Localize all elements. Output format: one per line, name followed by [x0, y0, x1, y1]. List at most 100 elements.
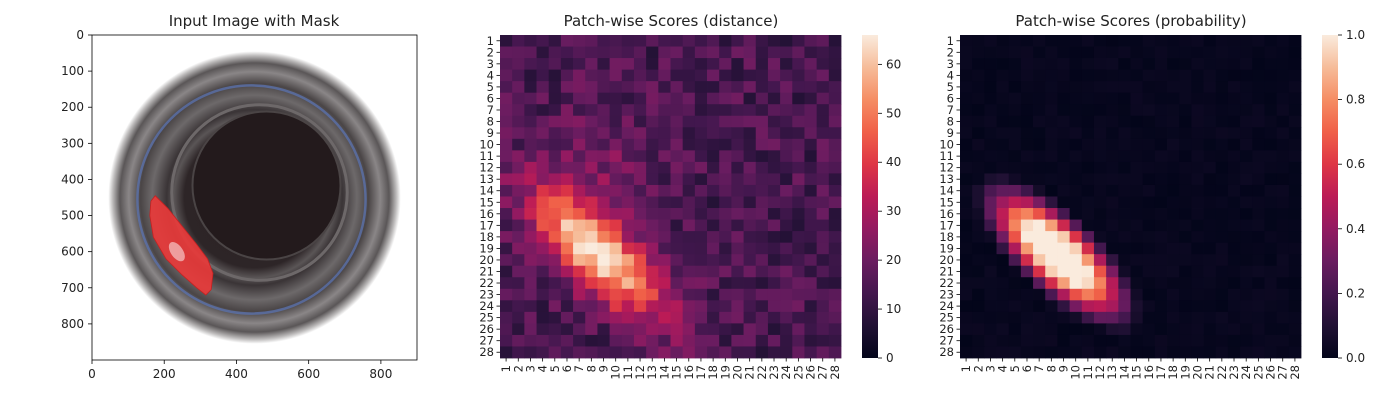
heatmap-cell: [1142, 138, 1156, 151]
heatmap-cell: [1045, 173, 1058, 186]
heatmap-cell: [1057, 104, 1071, 117]
heatmap-cell: [621, 115, 635, 128]
heatmap-cell: [597, 46, 611, 59]
heatmap-cell: [780, 208, 793, 220]
heatmap-cell: [1045, 127, 1058, 140]
heatmap-cell: [560, 69, 574, 82]
heatmap-cell: [719, 254, 732, 267]
defect-mask: [149, 195, 214, 296]
heatmap-cell: [1154, 173, 1168, 186]
heatmap-cell: [1118, 58, 1131, 71]
heatmap-cell: [1154, 288, 1168, 301]
heatmap-cell: [1191, 81, 1204, 94]
heatmap-cell: [1093, 58, 1107, 71]
heatmap-cell: [682, 219, 696, 232]
heatmap-cell: [646, 323, 659, 336]
heatmap-cell: [609, 231, 623, 244]
heatmap-cell: [585, 58, 598, 71]
heatmap-cell: [1227, 277, 1241, 290]
heatmap-cell: [1215, 334, 1229, 347]
heatmap-cell: [1154, 208, 1168, 220]
heatmap-cell: [1118, 208, 1131, 220]
y-tick-label: 25: [479, 311, 494, 325]
heatmap-cell: [816, 288, 830, 301]
heatmap-cell: [984, 208, 997, 220]
heatmap-cell: [1045, 81, 1058, 94]
heatmap-cell: [694, 69, 708, 82]
heatmap-cell: [1288, 161, 1302, 174]
heatmap-cell: [719, 288, 732, 301]
heatmap-cell: [536, 242, 550, 255]
heatmap-cell: [816, 208, 830, 220]
heatmap-cell: [804, 46, 818, 59]
heatmap-cell: [1093, 104, 1107, 117]
heatmap-cell: [1093, 219, 1107, 232]
heatmap-cell: [548, 196, 562, 209]
heatmap-cell: [670, 254, 684, 267]
heatmap-cell: [633, 346, 647, 359]
heatmap-cell: [1057, 288, 1071, 301]
heatmap-cell: [585, 104, 598, 117]
heatmap-cell: [1020, 346, 1034, 359]
heatmap-cell: [804, 208, 818, 220]
heatmap-cell: [1179, 150, 1192, 163]
heatmap-cell: [1179, 196, 1192, 209]
heatmap-cell: [1069, 242, 1083, 255]
heatmap-cell: [984, 288, 997, 301]
heatmap-cell: [1191, 115, 1204, 128]
heatmap-cell: [816, 92, 830, 105]
heatmap-cell: [1203, 35, 1217, 47]
heatmap-cell: [972, 231, 985, 244]
heatmap-cell: [646, 219, 659, 232]
heatmap-cell: [560, 231, 574, 244]
heatmap-cell: [1276, 173, 1290, 186]
heatmap-cell: [828, 35, 842, 47]
heatmap-cell: [1191, 300, 1204, 313]
heatmap-cell: [707, 35, 720, 47]
heatmap-cell: [1203, 277, 1217, 290]
heatmap-cell: [633, 69, 647, 82]
heatmap-cell: [804, 58, 818, 71]
heatmap-cell: [1118, 173, 1131, 186]
heatmap-cell: [1276, 161, 1290, 174]
heatmap-cell: [1179, 288, 1192, 301]
heatmap-cell: [1167, 288, 1180, 301]
y-tick-label: 6: [487, 91, 494, 105]
heatmap-cell: [1045, 346, 1058, 359]
heatmap-cell: [1142, 334, 1156, 347]
heatmap-cell: [597, 92, 611, 105]
heatmap-cell: [984, 323, 997, 336]
x-tick-label: 0: [88, 367, 96, 381]
heatmap-cell: [694, 115, 708, 128]
heatmap-cell: [682, 81, 696, 94]
heatmap-cell: [780, 242, 793, 255]
heatmap-cell: [1191, 196, 1204, 209]
heatmap-cell: [707, 161, 720, 174]
heatmap-cell: [1081, 288, 1095, 301]
heatmap-cell: [1020, 242, 1034, 255]
heatmap-cell: [1179, 69, 1192, 82]
heatmap-cell: [731, 104, 744, 117]
heatmap-cell: [1033, 311, 1046, 324]
heatmap-cell: [512, 92, 525, 105]
jar-opening: [191, 110, 342, 261]
heatmap-cell: [500, 58, 513, 71]
heatmap-cell: [585, 323, 598, 336]
heatmap-cell: [621, 208, 635, 220]
heatmap-cell: [585, 277, 598, 290]
heatmap-cell: [1203, 288, 1217, 301]
heatmap-cell: [1106, 104, 1119, 117]
heatmap-cell: [1191, 265, 1204, 278]
heatmap-cell: [1057, 138, 1071, 151]
heatmap-cell: [731, 231, 744, 244]
colorbar-tick-label: 0.6: [1346, 157, 1365, 171]
heatmap-cell: [1020, 300, 1034, 313]
heatmap-cell: [972, 323, 985, 336]
heatmap-cell: [1118, 288, 1131, 301]
heatmap-cell: [1069, 81, 1083, 94]
heatmap-cell: [1227, 161, 1241, 174]
heatmap-cell: [500, 300, 513, 313]
heatmap-cell: [597, 300, 611, 313]
heatmap-cell: [548, 231, 562, 244]
heatmap-cell: [1288, 173, 1302, 186]
